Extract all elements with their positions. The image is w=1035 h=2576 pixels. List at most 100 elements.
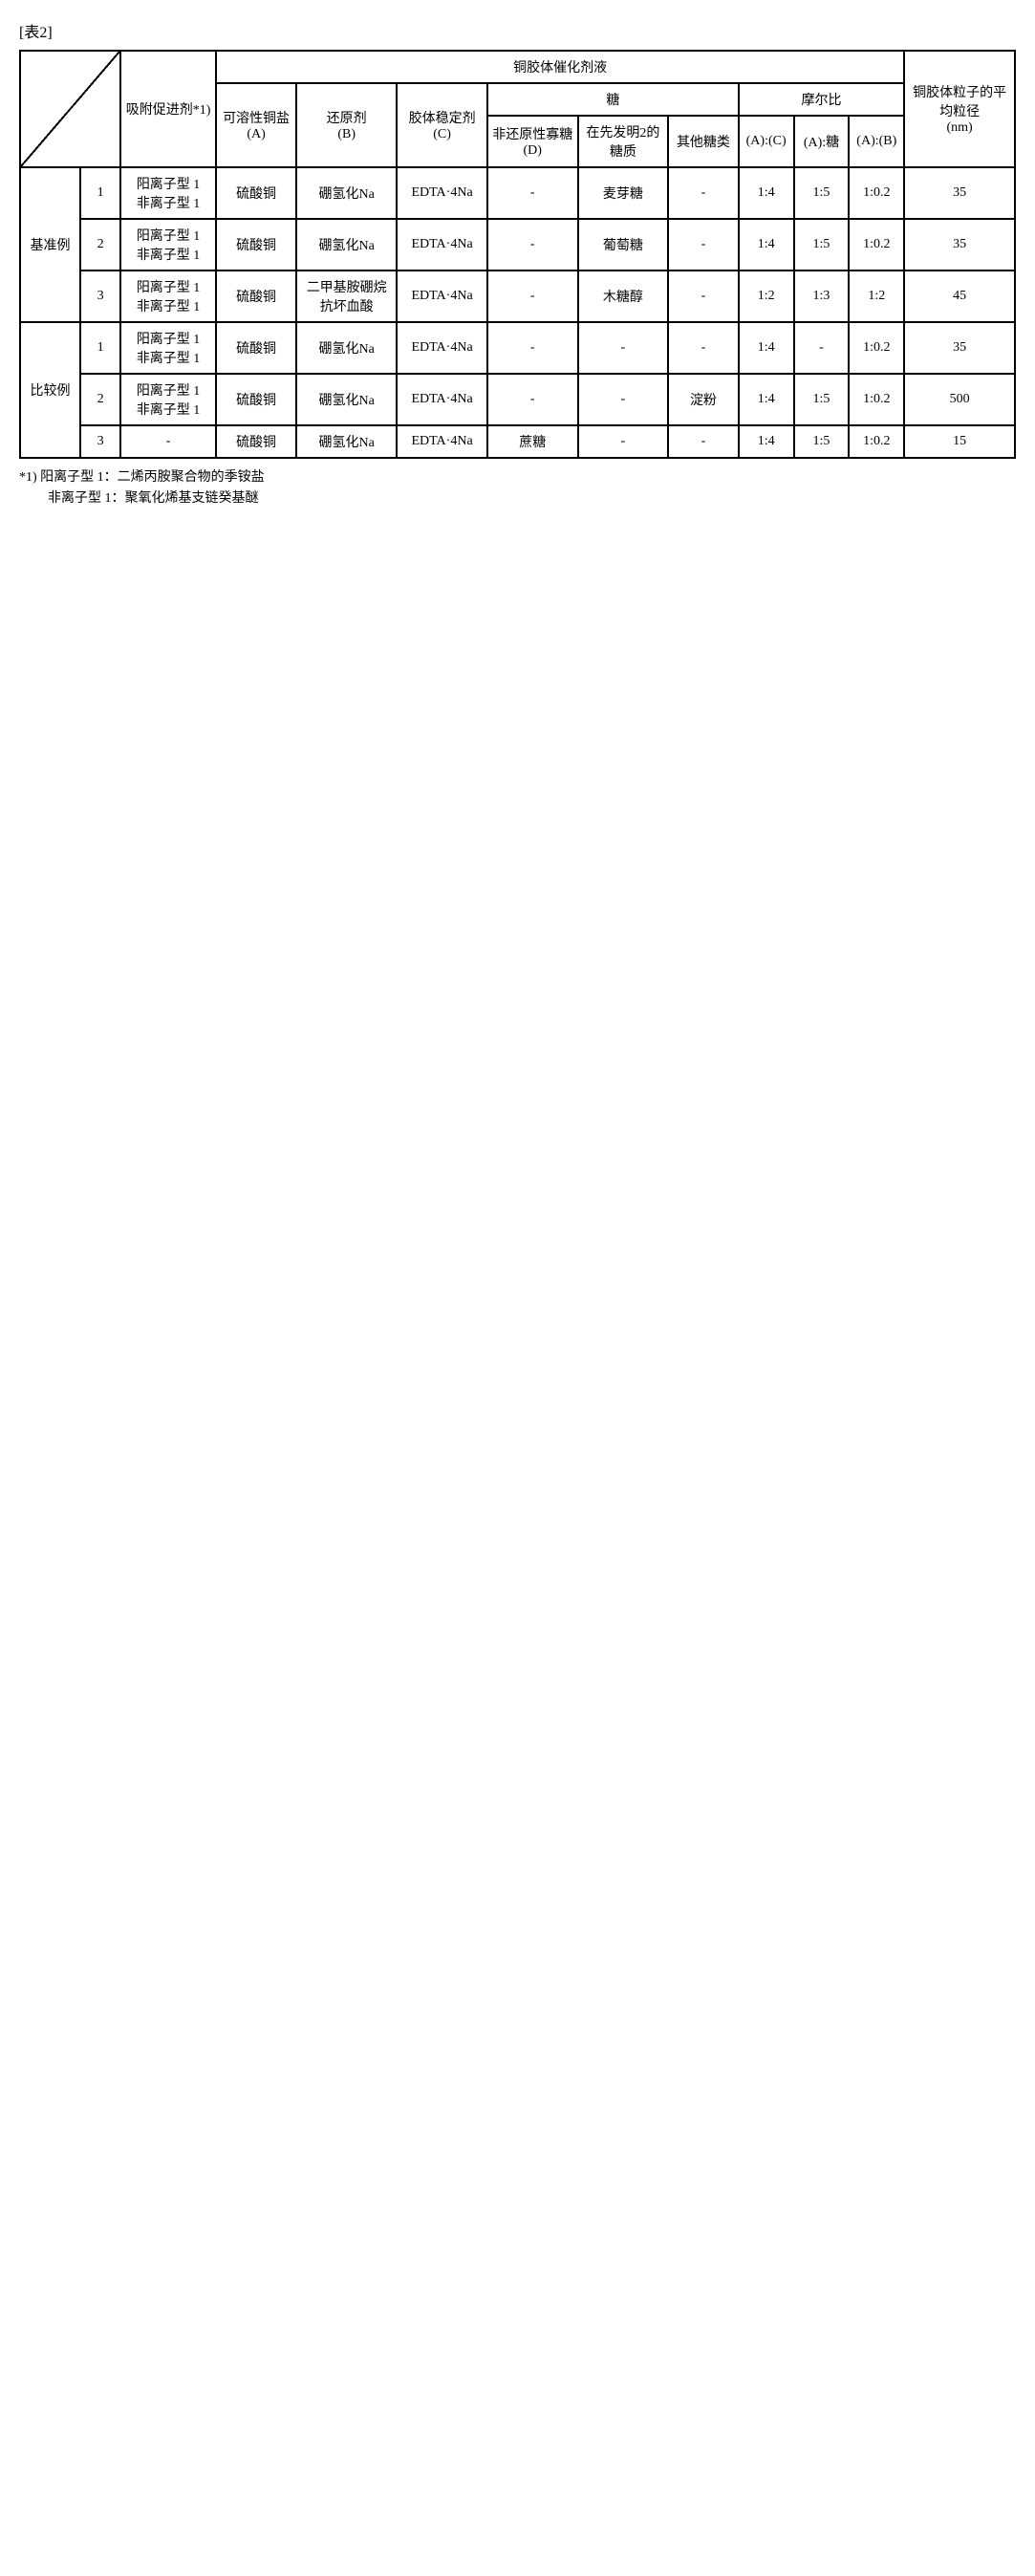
cell: 1 (80, 322, 120, 374)
cell: 3 (80, 425, 120, 458)
cell: 1:4 (739, 425, 794, 458)
table-row: 基准例 1 阳离子型 1 非离子型 1 硫酸铜 硼氢化Na EDTA·4Na -… (20, 167, 1015, 219)
promoter2: 非离子型 1 (137, 249, 201, 263)
cell: 1:0.2 (849, 219, 904, 271)
cell: 2 (80, 219, 120, 271)
cell: EDTA·4Na (397, 425, 487, 458)
cell: - (668, 167, 739, 219)
cell: - (487, 219, 578, 271)
footnote-line1: *1) 阳离子型 1：二烯丙胺聚合物的季铵盐 (19, 466, 1016, 486)
cell: - (120, 425, 216, 458)
cell: 3 (80, 271, 120, 322)
cell: EDTA·4Na (397, 219, 487, 271)
header-salt: 可溶性铜盐 (A) (216, 83, 296, 167)
cell: 1:4 (739, 374, 794, 425)
header-nonreducing: 非还原性寡糖 (D) (487, 116, 578, 167)
cell: - (578, 322, 669, 374)
promoter1: 阳离子型 1 (137, 333, 201, 347)
cell: 硫酸铜 (216, 425, 296, 458)
cell: 500 (904, 374, 1015, 425)
cell: - (487, 374, 578, 425)
promoter2: 非离子型 1 (137, 300, 201, 314)
header-ac: (A):(C) (739, 116, 794, 167)
cell: 1:4 (739, 322, 794, 374)
reducer-code: (B) (337, 127, 356, 141)
cell: 1:5 (794, 374, 850, 425)
cell: 1 (80, 167, 120, 219)
stabilizer-label: 胶体稳定剂 (409, 112, 476, 126)
header-reducer: 还原剂 (B) (296, 83, 397, 167)
cell: - (668, 219, 739, 271)
cell: 硼氢化Na (296, 374, 397, 425)
reducer-label: 还原剂 (327, 112, 367, 126)
header-prior: 在先发明2的 糖质 (578, 116, 669, 167)
promoter1: 阳离子型 1 (137, 281, 201, 295)
cell: 硼氢化Na (296, 425, 397, 458)
cell: 1:2 (739, 271, 794, 322)
header-asugar: (A):糖 (794, 116, 850, 167)
stabilizer-code: (C) (433, 127, 451, 141)
promoter1: - (166, 434, 171, 448)
cell: - (794, 322, 850, 374)
header-molar: 摩尔比 (739, 83, 904, 116)
cell: EDTA·4Na (397, 374, 487, 425)
prior-label2: 糖质 (610, 145, 636, 160)
cell: 硼氢化Na (296, 167, 397, 219)
cell: - (578, 374, 669, 425)
cell: 麦芽糖 (578, 167, 669, 219)
salt-label: 可溶性铜盐 (223, 112, 290, 126)
cell: - (487, 322, 578, 374)
cell: 硫酸铜 (216, 219, 296, 271)
header-catalyst: 铜胶体催化剂液 (216, 51, 904, 83)
header-other-sugar: 其他糖类 (668, 116, 739, 167)
cell: 硫酸铜 (216, 271, 296, 322)
cell: 1:0.2 (849, 167, 904, 219)
corner-cell (20, 51, 120, 167)
cell: 硼氢化Na (296, 322, 397, 374)
table-title: [表2] (19, 19, 1016, 42)
cell: 15 (904, 425, 1015, 458)
cell: 1:5 (794, 219, 850, 271)
cell: 淀粉 (668, 374, 739, 425)
footnote-line2: 非离子型 1：聚氧化烯基支链癸基醚 (19, 487, 1016, 507)
comparative-label: 比较例 (20, 322, 80, 458)
cell: 阳离子型 1 非离子型 1 (120, 271, 216, 322)
cell: 阳离子型 1 非离子型 1 (120, 167, 216, 219)
cell: 35 (904, 167, 1015, 219)
cell: 1:2 (849, 271, 904, 322)
promoter1: 阳离子型 1 (137, 229, 201, 244)
promoter1: 阳离子型 1 (137, 384, 201, 399)
prior-label1: 在先发明2的 (586, 126, 659, 141)
data-table: 吸附促进剂*1) 铜胶体催化剂液 铜胶体粒子的平均粒径 (nm) 可溶性铜盐 (… (19, 50, 1016, 459)
header-stabilizer: 胶体稳定剂 (C) (397, 83, 487, 167)
cell: 2 (80, 374, 120, 425)
promoter2: 非离子型 1 (137, 403, 201, 418)
table-row: 比较例 1 阳离子型 1 非离子型 1 硫酸铜 硼氢化Na EDTA·4Na -… (20, 322, 1015, 374)
cell: - (487, 271, 578, 322)
cell: 1:0.2 (849, 322, 904, 374)
cell: 木糖醇 (578, 271, 669, 322)
cell: 阳离子型 1 非离子型 1 (120, 374, 216, 425)
cell: 1:5 (794, 425, 850, 458)
nonred-code: (D) (523, 143, 541, 158)
table-row: 2 阳离子型 1 非离子型 1 硫酸铜 硼氢化Na EDTA·4Na - - 淀… (20, 374, 1015, 425)
cell: 葡萄糖 (578, 219, 669, 271)
diameter-label: 铜胶体粒子的平均粒径 (913, 86, 1006, 119)
cell: - (668, 322, 739, 374)
table-row: 3 阳离子型 1 非离子型 1 硫酸铜 二甲基胺硼烷 抗坏血酸 EDTA·4Na… (20, 271, 1015, 322)
cell: 1:5 (794, 167, 850, 219)
cell: EDTA·4Na (397, 271, 487, 322)
table-row: 2 阳离子型 1 非离子型 1 硫酸铜 硼氢化Na EDTA·4Na - 葡萄糖… (20, 219, 1015, 271)
promoter1: 阳离子型 1 (137, 178, 201, 192)
cell: 二甲基胺硼烷 抗坏血酸 (296, 271, 397, 322)
cell: - (668, 271, 739, 322)
cell: EDTA·4Na (397, 167, 487, 219)
cell: - (487, 167, 578, 219)
footnote: *1) 阳离子型 1：二烯丙胺聚合物的季铵盐 非离子型 1：聚氧化烯基支链癸基醚 (19, 466, 1016, 507)
header-promoter: 吸附促进剂*1) (120, 51, 216, 167)
header-diameter: 铜胶体粒子的平均粒径 (nm) (904, 51, 1015, 167)
cell: 1:0.2 (849, 425, 904, 458)
cell: 1:4 (739, 219, 794, 271)
salt-code: (A) (247, 127, 265, 141)
header-ab: (A):(B) (849, 116, 904, 167)
